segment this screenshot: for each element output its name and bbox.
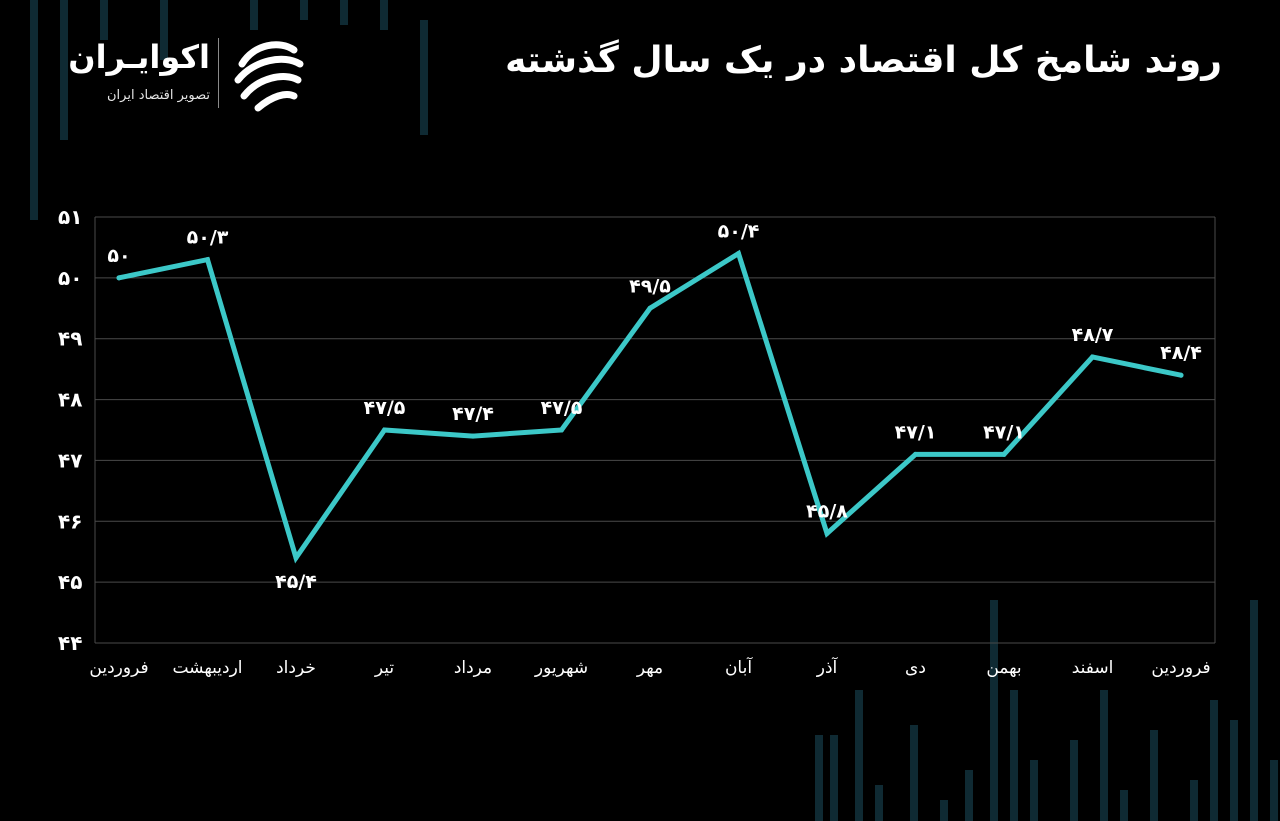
x-tick-label: فروردین [89,658,148,678]
brand-tagline: تصویر اقتصاد ایران [107,88,210,103]
y-tick-label: ۴۵ [58,570,82,594]
background-bar [1010,690,1018,821]
series-line [116,249,1184,564]
data-point [116,275,122,281]
data-point [559,427,564,433]
data-label: ۵۰/۴ [718,221,760,243]
data-label: ۴۷/۱ [983,421,1025,443]
background-bar [100,0,108,40]
x-tick-label: آبان [725,656,753,678]
x-tick-label: شهریور [534,658,588,678]
data-label: ۴۵/۸ [806,500,848,522]
background-bar [1190,780,1198,821]
data-label: ۴۷/۱ [895,421,937,443]
background-bar [60,0,68,140]
logo-divider [218,38,219,108]
background-bar [940,800,948,821]
data-label: ۴۸/۷ [1072,324,1114,346]
x-tick-label: آذر [816,656,839,678]
data-label: ۵۰/۳ [187,227,229,249]
y-tick-label: ۴۸ [58,388,82,412]
background-bar [855,690,863,821]
background-bar [815,735,823,821]
x-tick-label: خرداد [276,658,316,678]
x-tick-label: دی [905,658,926,678]
background-bar [1030,760,1038,821]
data-point [470,433,476,439]
y-tick-label: ۴۷ [58,448,82,472]
x-tick-label: فروردین [1151,658,1210,678]
background-bar [1250,600,1258,821]
data-point [382,427,387,433]
background-bar [300,0,308,20]
background-bar [875,785,883,821]
ecoiran-swirl-logo-icon [234,41,304,112]
data-point [1178,372,1184,378]
data-label: ۴۷/۵ [364,397,406,419]
background-bar [250,0,258,30]
data-point [647,305,653,311]
background-bar [160,0,168,60]
y-tick-label: ۴۶ [58,509,82,533]
background-bar [1120,790,1128,821]
background-bar [1270,760,1278,821]
background-bar [30,0,38,220]
data-label: ۴۵/۴ [275,571,317,593]
data-point [913,451,918,457]
data-point [824,530,830,536]
background-bar [340,0,348,25]
data-label: ۴۷/۵ [541,397,583,419]
data-point [1090,354,1095,360]
background-bar [420,20,428,135]
data-label: ۴۹/۵ [629,275,671,297]
x-tick-label: اردیبهشت [172,658,242,678]
background-bar [990,600,998,821]
y-tick-label: ۵۱ [58,205,82,229]
background-bar [1070,740,1078,821]
page-title: روند شامخ کل اقتصاد در یک سال گذشته [505,40,1222,81]
data-point [1001,451,1007,457]
x-tick-label: تیر [374,658,395,678]
brand-name: اکوایـران [68,38,210,76]
x-tick-label: بهمن [986,658,1021,678]
background-bar [1150,730,1158,821]
background-bar [1210,700,1218,821]
background-bar [830,735,838,821]
data-point [293,555,299,561]
data-label: ۴۸/۴ [1160,342,1202,364]
x-tick-label: مهر [636,658,663,678]
background-bar [380,0,388,30]
background-bar [1100,690,1108,821]
background-bar [965,770,973,821]
x-tick-label: اسفند [1072,658,1114,678]
y-tick-label: ۵۰ [58,266,82,290]
y-tick-label: ۴۴ [58,631,82,655]
y-tick-label: ۴۹ [58,327,82,351]
data-point [736,251,741,257]
x-tick-label: مرداد [454,658,492,678]
data-label: ۴۷/۴ [452,403,494,425]
background-bar [910,725,918,821]
data-point [205,257,210,263]
brand-logo: اکوایـران تصویر اقتصاد ایران [52,34,322,114]
data-label: ۵۰ [107,245,130,267]
background-bar [1230,720,1238,821]
